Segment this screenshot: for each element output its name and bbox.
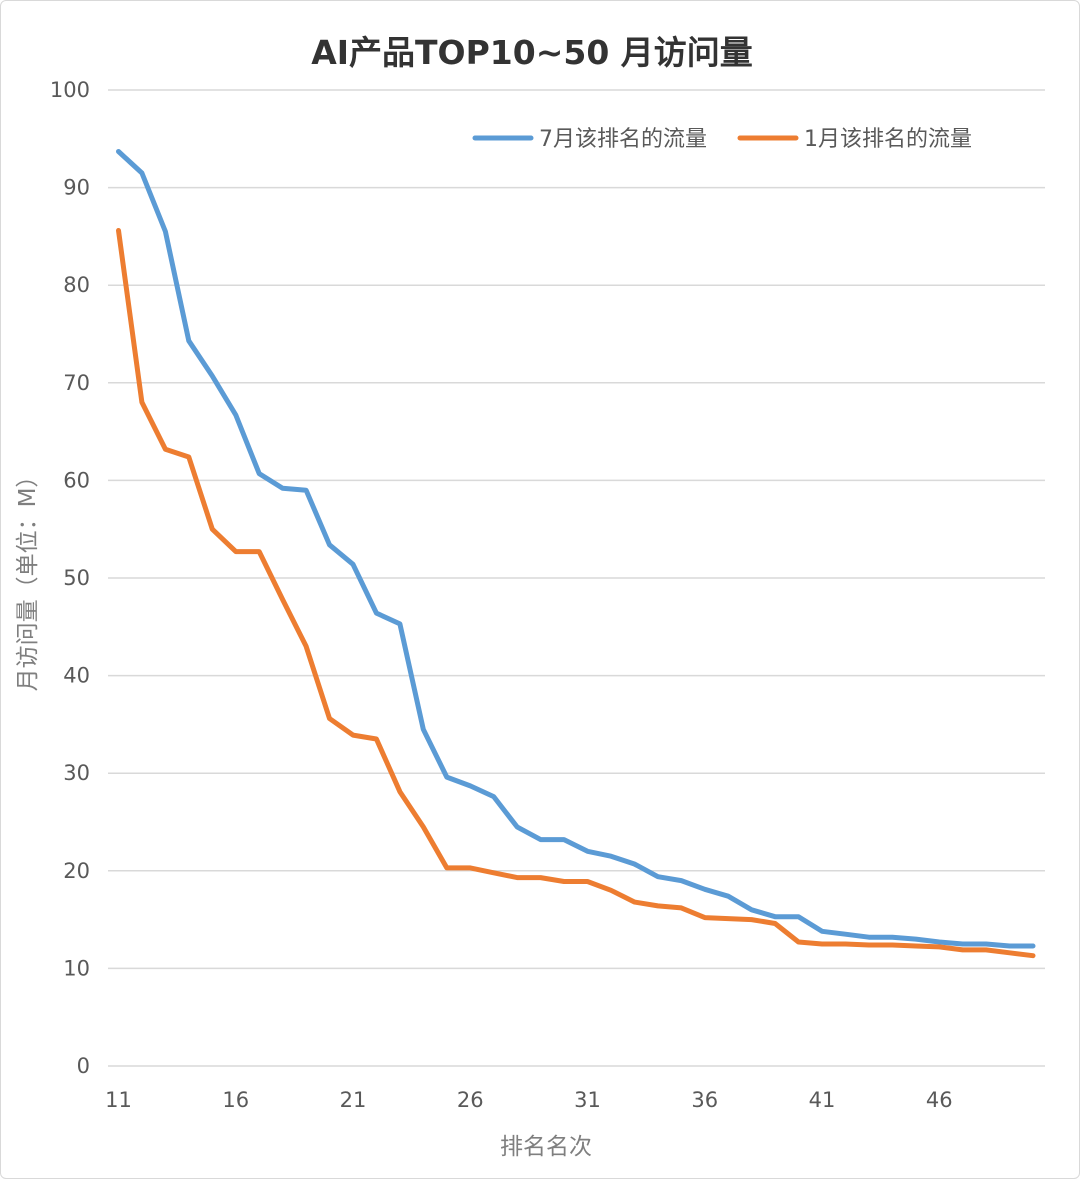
y-tick-label: 0 (77, 1054, 90, 1078)
y-tick-label: 30 (63, 761, 90, 785)
x-tick-label: 21 (340, 1088, 367, 1112)
x-tick-label: 31 (574, 1088, 601, 1112)
y-tick-label: 40 (63, 664, 90, 688)
y-tick-label: 50 (63, 566, 90, 590)
gridlines (108, 89, 1045, 1067)
y-axis-title: 月访问量（单位：M） (15, 465, 41, 692)
y-tick-label: 90 (63, 176, 90, 200)
legend-label: 7月该排名的流量 (539, 127, 707, 152)
y-tick-label: 100 (50, 78, 90, 102)
series-line-1 (116, 149, 1036, 949)
x-tick-label: 16 (222, 1088, 249, 1112)
series-line-2 (116, 228, 1036, 959)
x-tick-label: 41 (809, 1088, 836, 1112)
x-tick-label: 36 (691, 1088, 718, 1112)
legend-label: 1月该排名的流量 (804, 127, 972, 152)
x-axis-ticks: 11 16 21 26 31 36 41 46 (105, 1088, 952, 1112)
x-tick-label: 26 (457, 1088, 484, 1112)
y-tick-label: 60 (63, 468, 90, 492)
y-tick-label: 20 (63, 859, 90, 883)
chart-title: AI产品TOP10~50 月访问量 (311, 33, 753, 72)
y-tick-label: 70 (63, 371, 90, 395)
legend: 7月该排名的流量 1月该排名的流量 (472, 127, 972, 152)
series-lines (116, 149, 1036, 959)
x-tick-label: 11 (105, 1088, 132, 1112)
y-tick-label: 10 (63, 956, 90, 980)
y-axis-ticks: 0 10 20 30 40 50 60 70 80 90 100 (50, 78, 90, 1078)
x-axis-title: 排名名次 (500, 1134, 592, 1160)
y-tick-label: 80 (63, 273, 90, 297)
x-tick-label: 46 (926, 1088, 953, 1112)
